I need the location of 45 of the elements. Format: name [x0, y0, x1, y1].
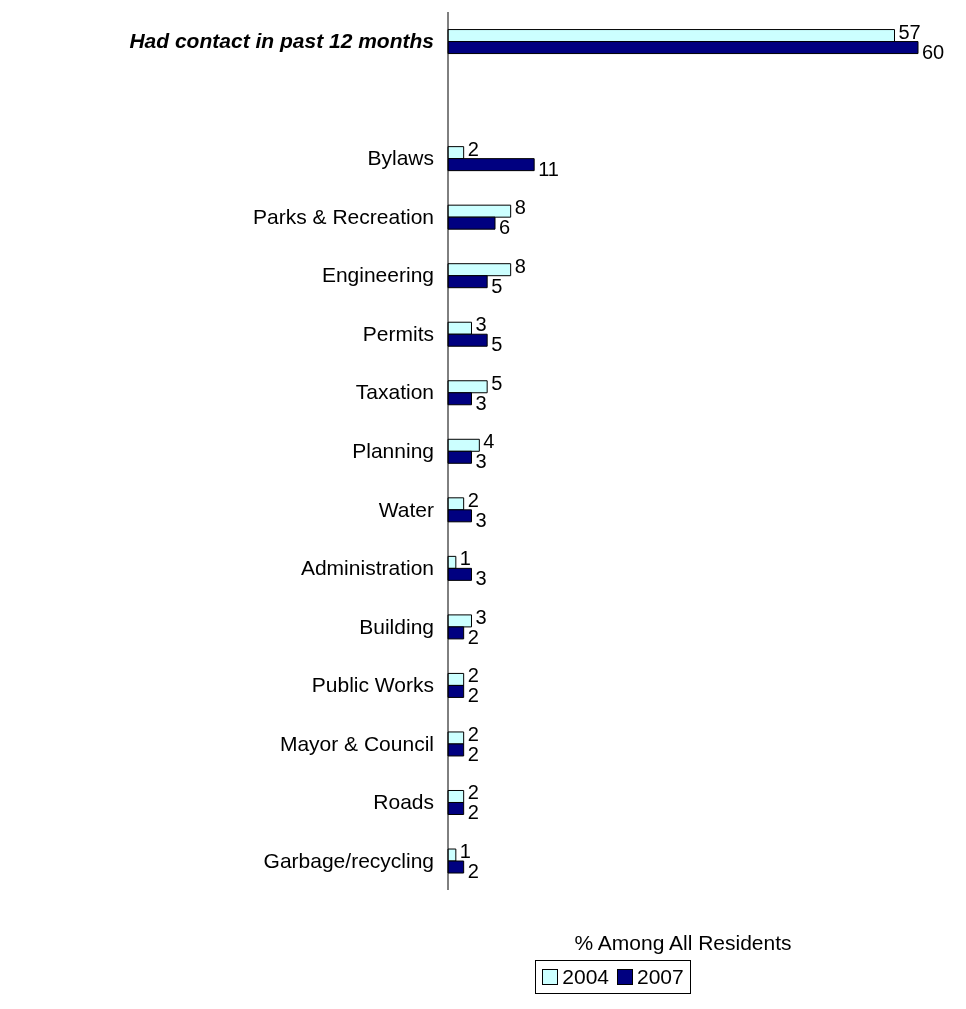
data-label: 5: [491, 333, 503, 356]
y-tick-label: Roads: [373, 790, 434, 814]
y-tick-label: Building: [359, 614, 434, 638]
y-tick-label: Water: [378, 497, 434, 521]
x-axis-title: % Among All Residents: [574, 931, 792, 954]
y-tick-label: Public Works: [311, 673, 434, 697]
data-label: 2: [467, 625, 479, 648]
data-label: 3: [475, 391, 487, 414]
y-tick-label: Parks & Recreation: [253, 204, 434, 228]
data-label: 2: [467, 722, 479, 745]
data-label: 8: [514, 254, 526, 277]
data-label: 2: [467, 742, 479, 765]
data-label: 1: [459, 840, 471, 863]
data-label: 2: [467, 488, 479, 511]
data-label: 1: [459, 547, 471, 570]
y-tick-label: Mayor & Council: [279, 731, 434, 755]
data-label: 2: [467, 684, 479, 707]
y-tick-label: Engineering: [321, 263, 434, 287]
data-label: 2: [467, 801, 479, 824]
data-label: 3: [475, 508, 487, 531]
y-tick-label: Permits: [362, 321, 434, 345]
data-label: 5: [491, 371, 503, 394]
data-label: 5: [491, 274, 503, 297]
data-label: 2: [467, 781, 479, 804]
data-label: 2: [467, 137, 479, 160]
y-tick-label: Garbage/recycling: [263, 848, 434, 872]
y-tick-label: Administration: [300, 556, 434, 580]
data-label: 2: [467, 860, 479, 883]
y-tick-label: Taxation: [355, 380, 434, 404]
y-tick-label: Had contact in past 12 months: [129, 29, 434, 53]
data-label: 2: [467, 664, 479, 687]
data-label: 3: [475, 450, 487, 473]
data-label: 3: [475, 313, 487, 336]
data-label: 3: [475, 567, 487, 590]
y-tick-label: Planning: [352, 439, 434, 462]
data-label: 11: [538, 157, 559, 180]
data-label: 6: [499, 216, 511, 239]
data-label: 3: [475, 605, 487, 628]
legend-label: 2004: [561, 965, 609, 989]
data-label: 8: [514, 196, 526, 219]
legend-label: 2007: [636, 965, 684, 989]
y-tick-label: Bylaws: [367, 146, 434, 170]
data-label: 57: [898, 20, 921, 43]
data-label: 60: [922, 40, 945, 63]
data-label: 4: [483, 430, 495, 453]
